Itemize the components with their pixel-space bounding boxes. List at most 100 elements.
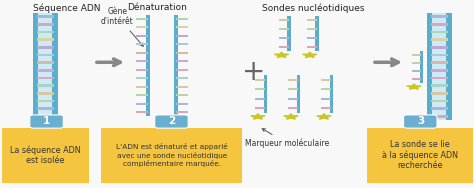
FancyBboxPatch shape xyxy=(38,13,53,120)
FancyBboxPatch shape xyxy=(288,107,299,109)
FancyBboxPatch shape xyxy=(431,92,448,95)
FancyBboxPatch shape xyxy=(37,77,54,79)
FancyBboxPatch shape xyxy=(33,13,38,120)
FancyBboxPatch shape xyxy=(329,75,333,113)
FancyBboxPatch shape xyxy=(412,54,421,56)
FancyBboxPatch shape xyxy=(255,88,265,90)
Text: Gène
d'intérêt: Gène d'intérêt xyxy=(101,7,143,46)
FancyBboxPatch shape xyxy=(37,23,54,26)
FancyBboxPatch shape xyxy=(37,38,54,41)
FancyBboxPatch shape xyxy=(136,35,148,37)
FancyBboxPatch shape xyxy=(288,88,299,90)
Text: Marqueur moléculaire: Marqueur moléculaire xyxy=(245,129,329,148)
FancyBboxPatch shape xyxy=(431,23,448,26)
FancyBboxPatch shape xyxy=(307,28,317,30)
FancyBboxPatch shape xyxy=(321,98,331,100)
FancyBboxPatch shape xyxy=(297,75,301,113)
FancyBboxPatch shape xyxy=(2,128,89,183)
FancyBboxPatch shape xyxy=(37,61,54,64)
FancyBboxPatch shape xyxy=(136,111,148,113)
FancyBboxPatch shape xyxy=(176,94,188,96)
FancyBboxPatch shape xyxy=(431,38,448,41)
FancyBboxPatch shape xyxy=(431,115,448,118)
FancyBboxPatch shape xyxy=(136,94,148,96)
FancyBboxPatch shape xyxy=(37,84,54,87)
Text: La sonde se lie
à la séquence ADN
recherchée: La sonde se lie à la séquence ADN recher… xyxy=(383,140,458,170)
FancyBboxPatch shape xyxy=(315,16,319,51)
FancyBboxPatch shape xyxy=(255,98,265,100)
FancyBboxPatch shape xyxy=(136,69,148,71)
FancyBboxPatch shape xyxy=(321,88,331,90)
Text: +: + xyxy=(243,58,266,86)
FancyBboxPatch shape xyxy=(412,78,421,80)
FancyBboxPatch shape xyxy=(419,51,423,83)
FancyBboxPatch shape xyxy=(37,92,54,95)
FancyBboxPatch shape xyxy=(174,15,178,116)
FancyBboxPatch shape xyxy=(37,15,54,18)
FancyBboxPatch shape xyxy=(136,103,148,105)
FancyBboxPatch shape xyxy=(431,107,448,110)
FancyBboxPatch shape xyxy=(176,52,188,54)
Text: 3: 3 xyxy=(417,116,424,127)
FancyBboxPatch shape xyxy=(37,31,54,33)
Polygon shape xyxy=(251,114,265,119)
FancyBboxPatch shape xyxy=(136,43,148,45)
FancyBboxPatch shape xyxy=(288,79,299,81)
FancyBboxPatch shape xyxy=(136,86,148,88)
FancyBboxPatch shape xyxy=(37,107,54,110)
FancyBboxPatch shape xyxy=(321,107,331,109)
FancyBboxPatch shape xyxy=(155,115,188,128)
FancyBboxPatch shape xyxy=(255,79,265,81)
FancyBboxPatch shape xyxy=(412,62,421,64)
FancyBboxPatch shape xyxy=(136,60,148,62)
FancyBboxPatch shape xyxy=(176,26,188,28)
Text: 1: 1 xyxy=(43,116,50,127)
Polygon shape xyxy=(274,52,289,58)
FancyBboxPatch shape xyxy=(136,52,148,54)
FancyBboxPatch shape xyxy=(431,46,448,49)
Polygon shape xyxy=(317,114,331,119)
FancyBboxPatch shape xyxy=(431,69,448,71)
FancyBboxPatch shape xyxy=(176,103,188,105)
FancyBboxPatch shape xyxy=(37,69,54,71)
FancyBboxPatch shape xyxy=(427,13,432,120)
FancyBboxPatch shape xyxy=(37,100,54,102)
FancyBboxPatch shape xyxy=(255,107,265,109)
FancyBboxPatch shape xyxy=(403,115,437,128)
FancyBboxPatch shape xyxy=(288,98,299,100)
Polygon shape xyxy=(284,114,298,119)
FancyBboxPatch shape xyxy=(136,26,148,28)
FancyBboxPatch shape xyxy=(279,28,289,30)
FancyBboxPatch shape xyxy=(37,54,54,56)
Text: 2: 2 xyxy=(168,116,175,127)
FancyBboxPatch shape xyxy=(279,46,289,48)
FancyBboxPatch shape xyxy=(176,60,188,62)
FancyBboxPatch shape xyxy=(412,70,421,72)
FancyBboxPatch shape xyxy=(176,18,188,20)
FancyBboxPatch shape xyxy=(367,128,474,183)
FancyBboxPatch shape xyxy=(307,19,317,21)
FancyBboxPatch shape xyxy=(447,13,452,120)
FancyBboxPatch shape xyxy=(431,54,448,56)
FancyBboxPatch shape xyxy=(37,115,54,118)
Polygon shape xyxy=(302,52,317,58)
Text: L'ADN est dénaturé et apparié
avec une sonde nucléotidique
complémentaire marqué: L'ADN est dénaturé et apparié avec une s… xyxy=(116,143,228,167)
FancyBboxPatch shape xyxy=(264,75,267,113)
FancyBboxPatch shape xyxy=(431,15,448,18)
Text: La séquence ADN
est isolée: La séquence ADN est isolée xyxy=(10,145,81,165)
FancyBboxPatch shape xyxy=(431,77,448,79)
FancyBboxPatch shape xyxy=(176,35,188,37)
FancyBboxPatch shape xyxy=(146,15,150,116)
FancyBboxPatch shape xyxy=(176,69,188,71)
FancyBboxPatch shape xyxy=(431,31,448,33)
FancyBboxPatch shape xyxy=(279,19,289,21)
FancyBboxPatch shape xyxy=(101,128,242,183)
FancyBboxPatch shape xyxy=(176,111,188,113)
FancyBboxPatch shape xyxy=(432,13,447,120)
FancyBboxPatch shape xyxy=(30,115,64,128)
FancyBboxPatch shape xyxy=(307,37,317,39)
FancyBboxPatch shape xyxy=(321,79,331,81)
FancyBboxPatch shape xyxy=(431,84,448,87)
FancyBboxPatch shape xyxy=(136,18,148,20)
Polygon shape xyxy=(407,84,421,89)
